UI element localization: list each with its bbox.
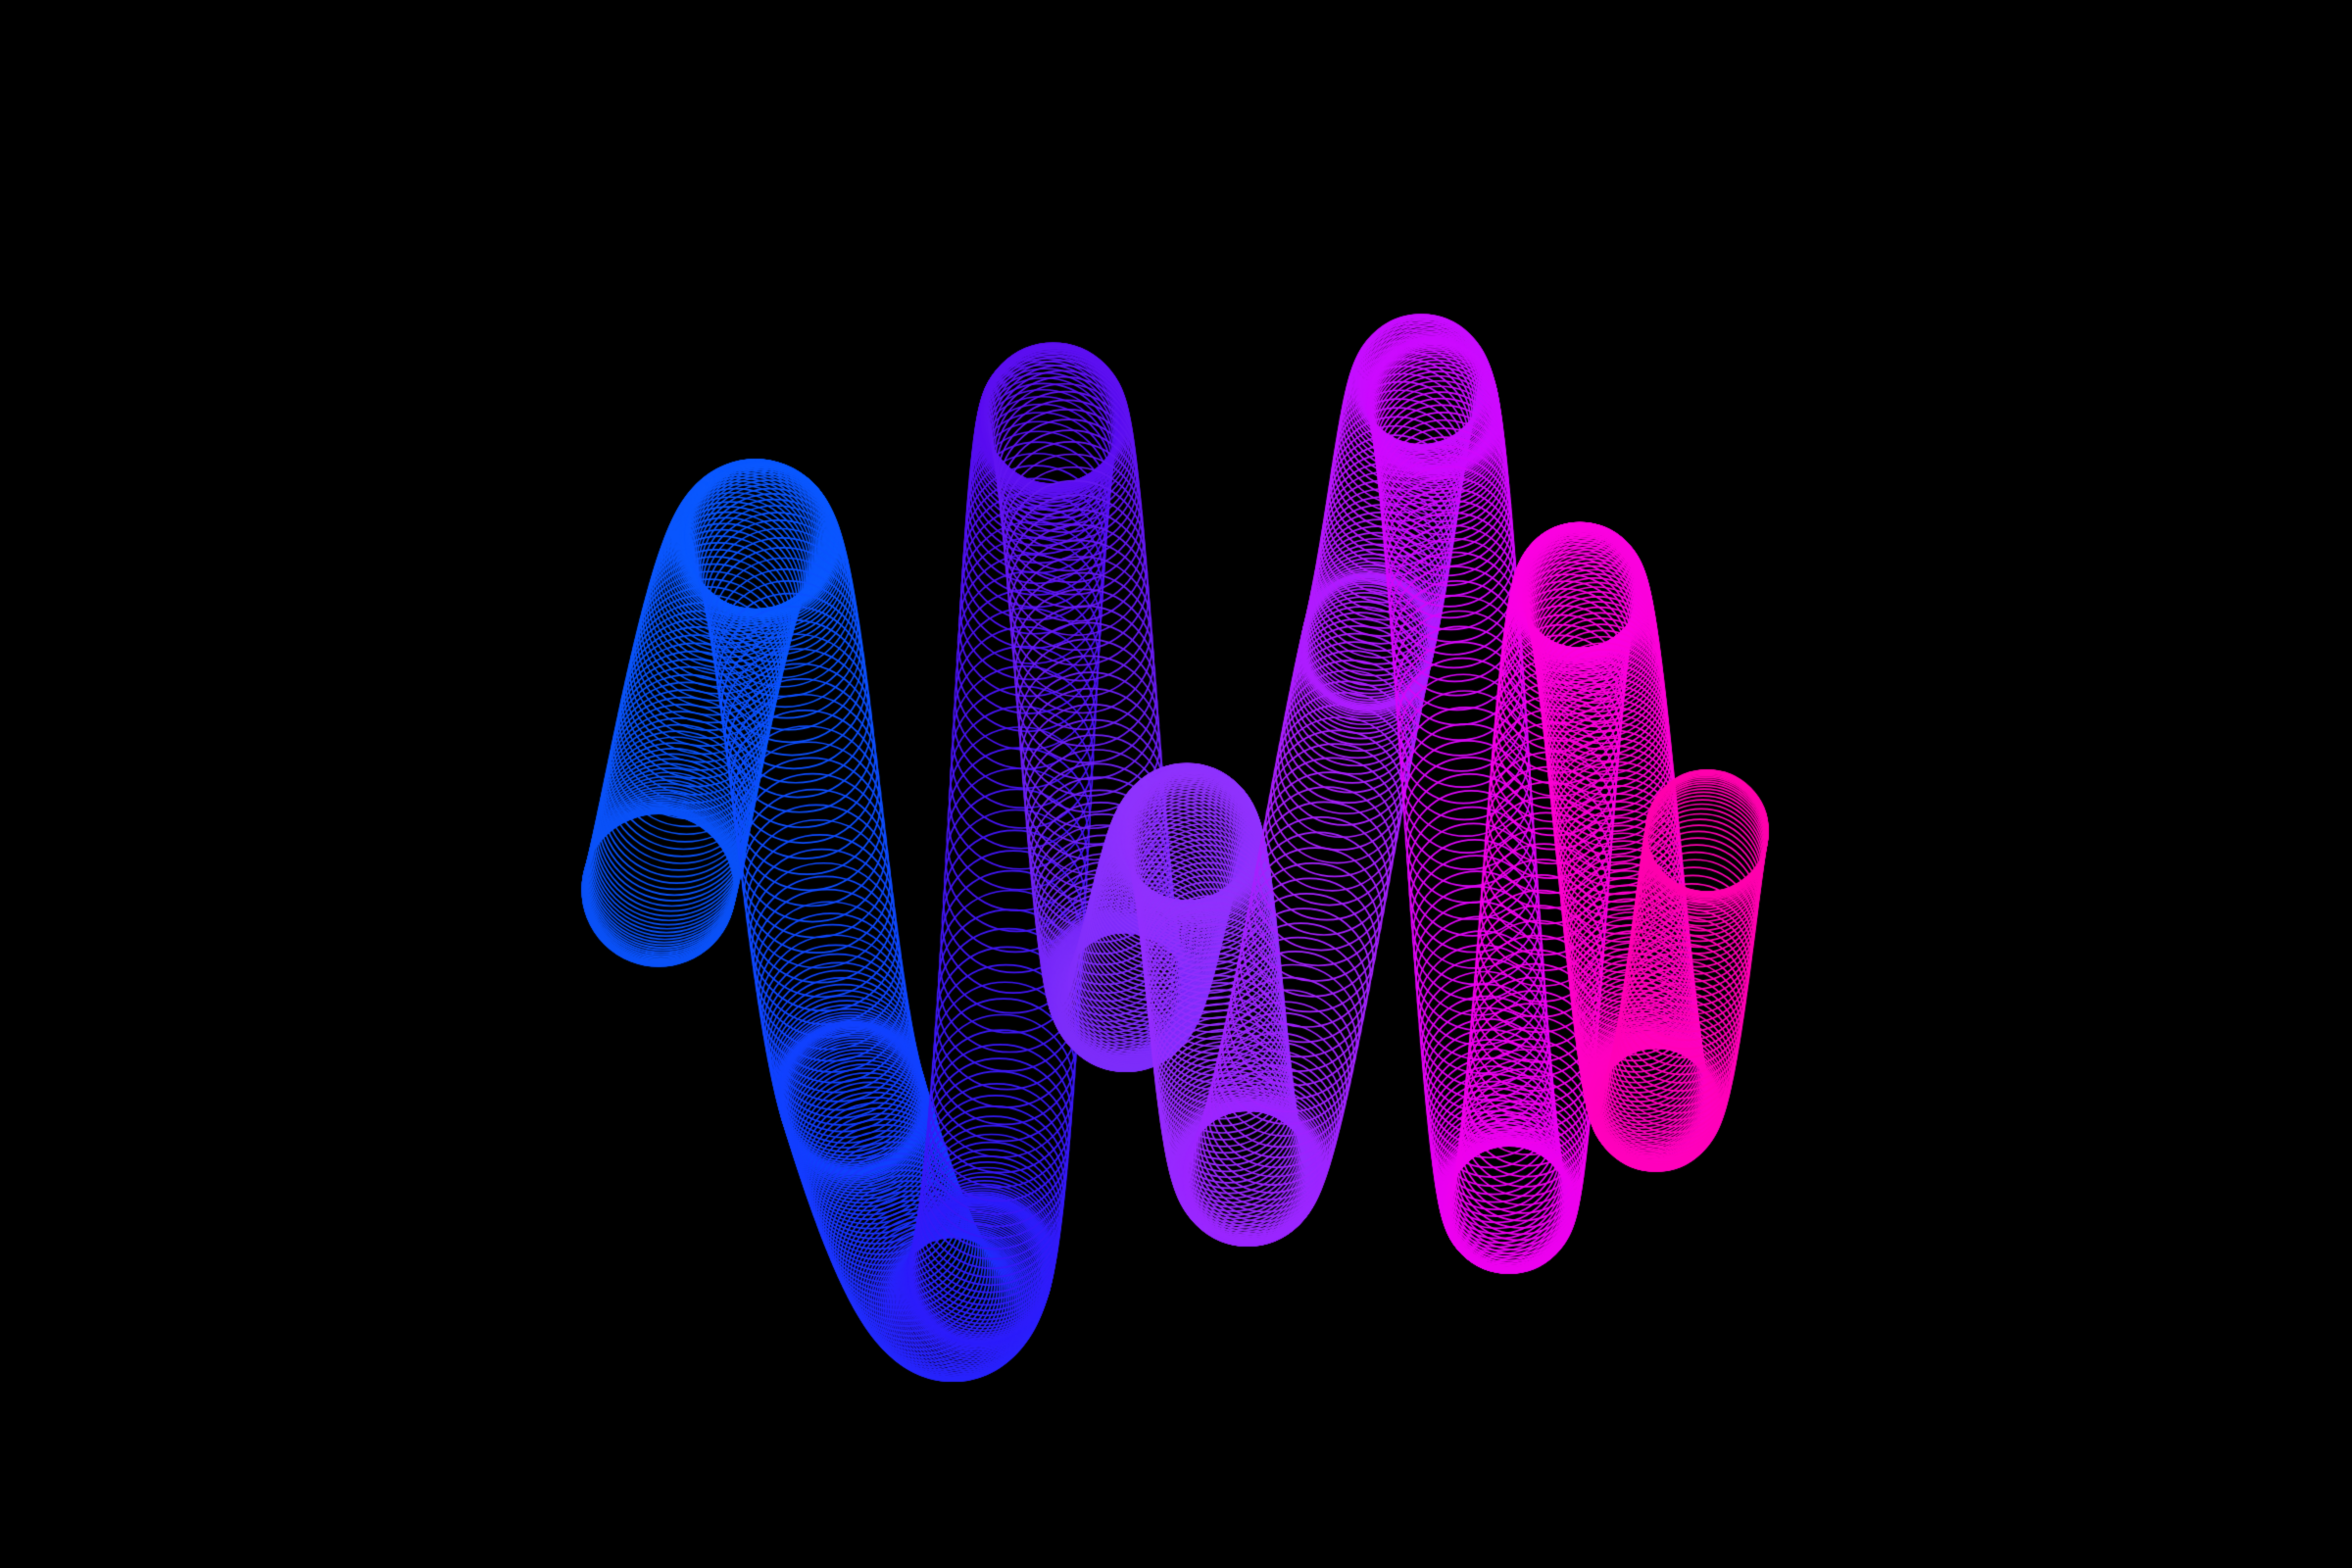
artwork-stage (0, 0, 2352, 1568)
generative-slinky-canvas (0, 0, 2352, 1568)
